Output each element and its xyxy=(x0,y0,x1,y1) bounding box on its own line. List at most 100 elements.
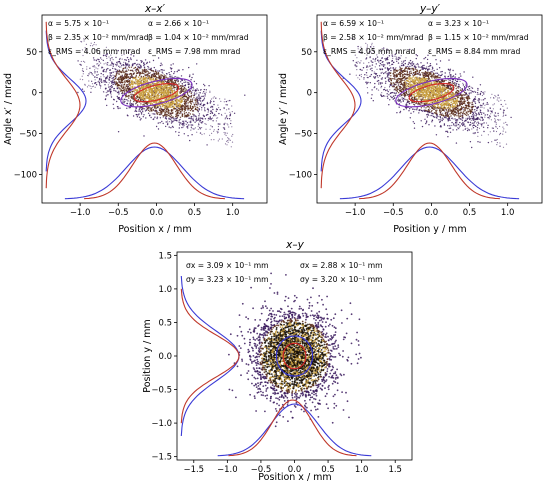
scatter-point xyxy=(416,94,418,97)
scatter-point xyxy=(106,90,108,92)
scatter-point xyxy=(104,80,107,82)
scatter-point xyxy=(131,81,133,83)
scatter-point xyxy=(148,88,151,91)
scatter-point xyxy=(152,101,155,103)
scatter-point xyxy=(126,84,128,86)
scatter-point xyxy=(189,95,191,97)
scatter-point xyxy=(130,86,132,88)
scatter-point xyxy=(393,73,395,76)
scatter-point xyxy=(169,118,172,121)
scatter-point xyxy=(411,67,413,70)
scatter-point xyxy=(226,117,229,120)
scatter-point xyxy=(155,69,157,71)
scatter-point xyxy=(198,92,200,94)
scatter-point xyxy=(152,108,154,111)
scatter-point xyxy=(195,93,197,95)
scatter-point xyxy=(143,70,145,72)
scatter-point xyxy=(441,108,443,110)
scatter-point xyxy=(476,107,478,110)
scatter-point xyxy=(170,115,172,118)
scatter-point xyxy=(138,96,141,99)
scatter-point xyxy=(113,79,116,81)
scatter-point xyxy=(223,131,225,134)
scatter-point xyxy=(426,106,428,108)
scatter-point xyxy=(441,90,443,93)
scatter-point xyxy=(128,87,131,89)
scatter-point xyxy=(122,67,124,70)
scatter-point xyxy=(439,115,441,118)
scatter-point xyxy=(454,113,456,116)
scatter-point xyxy=(186,126,188,128)
scatter-point xyxy=(230,113,232,115)
scatter-point xyxy=(190,96,192,98)
scatter-point xyxy=(144,95,146,97)
scatter-point xyxy=(195,120,198,122)
scatter-point xyxy=(207,111,209,113)
scatter-point xyxy=(188,75,191,78)
scatter-point xyxy=(403,60,405,62)
scatter-point xyxy=(130,103,132,105)
scatter-point xyxy=(191,128,193,130)
scatter-point xyxy=(216,117,218,119)
scatter-point xyxy=(415,92,417,95)
scatter-point xyxy=(411,62,413,64)
scatter-point xyxy=(453,123,455,125)
scatter-point xyxy=(425,122,427,125)
scatter-point xyxy=(142,79,144,81)
scatter-point xyxy=(153,92,155,94)
scatter-point xyxy=(203,99,205,101)
scatter-point xyxy=(147,75,149,77)
scatter-point xyxy=(108,64,110,66)
scatter-point xyxy=(228,118,231,120)
scatter-point xyxy=(160,80,162,82)
scatter-point xyxy=(139,77,142,80)
scatter-point xyxy=(231,141,234,143)
scatter-point xyxy=(114,77,117,80)
scatter-point xyxy=(387,58,389,61)
scatter-point xyxy=(110,80,112,83)
panel-title: y–y′ xyxy=(419,3,441,15)
scatter-point xyxy=(106,68,108,70)
scatter-point xyxy=(447,125,449,127)
scatter-point xyxy=(396,112,398,114)
scatter-point xyxy=(191,91,193,93)
scatter-point xyxy=(168,111,170,113)
scatter-point xyxy=(107,94,109,96)
scatter-point xyxy=(460,100,463,102)
scatter-point xyxy=(191,134,193,136)
scatter-point xyxy=(116,95,119,98)
scatter-point xyxy=(426,91,428,93)
scatter-point xyxy=(167,112,170,115)
scatter-point xyxy=(86,66,88,68)
scatter-point xyxy=(132,115,135,117)
scatter-point xyxy=(207,109,209,111)
scatter-point xyxy=(378,83,380,85)
scatter-point xyxy=(163,89,165,91)
scatter-point xyxy=(139,99,142,101)
scatter-point xyxy=(413,71,415,74)
scatter-point xyxy=(162,84,165,86)
scatter-point xyxy=(404,62,406,65)
scatter-point xyxy=(182,120,184,123)
scatter-point xyxy=(100,80,102,82)
scatter-point xyxy=(410,72,412,75)
scatter-point xyxy=(449,74,451,76)
scatter-point xyxy=(424,56,427,59)
scatter-point xyxy=(166,114,168,116)
scatter-point xyxy=(390,95,392,98)
scatter-point xyxy=(188,121,190,123)
scatter-point xyxy=(150,69,152,71)
scatter-point xyxy=(152,83,154,85)
scatter-point xyxy=(424,89,426,91)
scatter-point xyxy=(459,99,462,101)
scatter-point xyxy=(123,61,125,64)
scatter-point xyxy=(156,106,159,108)
scatter-point xyxy=(115,63,117,65)
scatter-point xyxy=(205,91,207,93)
scatter-point xyxy=(370,73,373,76)
scatter-point xyxy=(420,107,423,109)
scatter-point xyxy=(109,88,111,90)
scatter-point xyxy=(141,69,144,71)
scatter-point xyxy=(122,69,124,71)
scatter-point xyxy=(165,85,167,88)
